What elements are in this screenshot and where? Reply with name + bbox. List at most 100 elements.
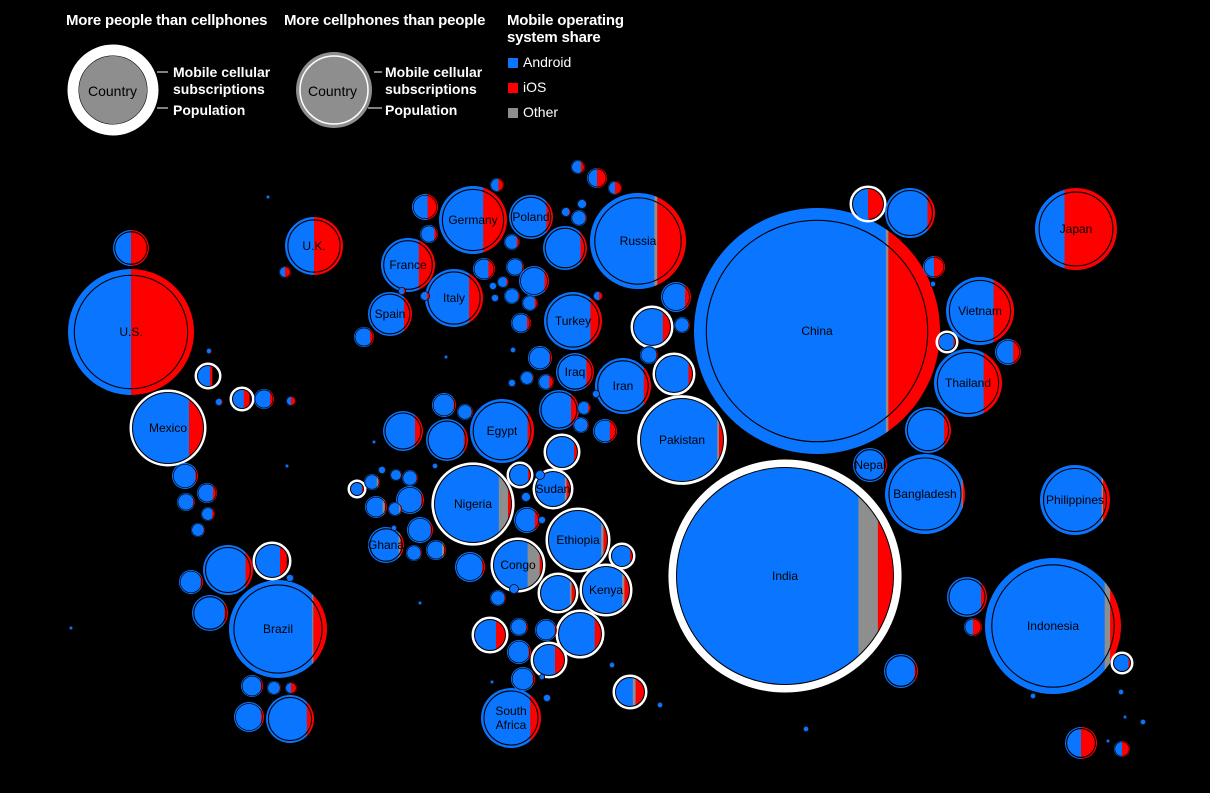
android-share-segment xyxy=(641,399,718,481)
population-ring xyxy=(802,725,810,733)
population-ring xyxy=(420,291,430,301)
android-share-segment xyxy=(514,507,536,533)
population-ring xyxy=(73,274,189,390)
population-ring xyxy=(471,616,509,654)
country-bubble xyxy=(347,479,367,499)
ios-share-segment xyxy=(657,193,686,289)
android-share-segment xyxy=(634,309,664,345)
android-share-segment xyxy=(616,678,634,706)
population-ring xyxy=(573,417,589,433)
android-share-segment xyxy=(520,371,533,385)
population-ring xyxy=(544,227,586,269)
country-bubble-nepal: Nepal xyxy=(853,448,887,482)
ios-share-segment xyxy=(306,695,314,743)
android-share-segment xyxy=(279,266,286,278)
country-bubble xyxy=(514,507,540,533)
population-ring xyxy=(640,346,658,364)
ios-share-segment xyxy=(213,483,217,503)
android-share-segment xyxy=(538,516,546,524)
android-share-segment xyxy=(133,393,190,463)
android-share-segment xyxy=(595,358,645,414)
legend-subscriptions-line-1: Mobile cellular xyxy=(173,64,271,80)
ios-share-segment xyxy=(609,419,617,443)
country-bubble xyxy=(995,339,1021,365)
legend-population-label: Population xyxy=(173,102,246,118)
country-bubble xyxy=(1110,651,1134,675)
android-share-segment xyxy=(544,292,591,350)
android-share-segment xyxy=(191,523,204,537)
ios-share-segment xyxy=(415,411,423,451)
android-share-segment xyxy=(435,466,500,542)
country-bubble xyxy=(412,194,438,220)
ios-share-segment xyxy=(718,399,723,481)
population-ring xyxy=(705,219,929,443)
android-share-segment xyxy=(69,626,73,630)
android-share-segment xyxy=(233,390,245,408)
ios-share-segment xyxy=(280,545,287,577)
country-bubble xyxy=(284,463,290,469)
country-bubble xyxy=(1122,714,1128,720)
android-share-segment xyxy=(203,545,246,595)
population-ring xyxy=(506,258,524,276)
country-bubble xyxy=(365,496,387,518)
population-ring xyxy=(520,267,548,295)
population-ring xyxy=(284,463,290,469)
android-share-segment xyxy=(571,160,582,174)
android-share-segment xyxy=(504,234,518,250)
android-share-segment xyxy=(519,266,545,296)
ios-share-segment xyxy=(868,189,883,219)
country-bubble-congo: Congo xyxy=(490,537,546,593)
population-ring xyxy=(369,293,411,335)
other-share-segment xyxy=(622,567,625,613)
country-bubble xyxy=(504,288,520,304)
country-bubble xyxy=(279,266,291,278)
country-bubble xyxy=(509,346,517,354)
population-ring xyxy=(472,401,532,461)
population-ring xyxy=(365,496,387,518)
legend-android-label: Android xyxy=(523,54,572,70)
ios-share-segment xyxy=(313,580,327,678)
android-share-segment xyxy=(402,470,417,486)
country-label: Poland xyxy=(512,210,549,224)
android-share-segment xyxy=(1140,719,1146,725)
ios-share-segment xyxy=(370,327,374,347)
country-label: Thailand xyxy=(945,376,991,390)
legend-population-label-2: Population xyxy=(385,102,458,118)
country-bubble-u-s-: U.S. xyxy=(68,269,194,395)
ios-share-segment xyxy=(927,188,935,238)
android-share-segment xyxy=(543,694,551,702)
country-bubble xyxy=(490,590,506,606)
android-share-segment xyxy=(229,580,313,678)
country-bubble xyxy=(432,393,456,417)
country-label: Nepal xyxy=(854,458,885,472)
population-ring xyxy=(490,590,506,606)
android-share-segment xyxy=(539,674,545,680)
ios-share-segment xyxy=(534,295,538,311)
legend-other-label: Other xyxy=(523,104,559,120)
ios-share-segment xyxy=(944,407,951,453)
country-bubble xyxy=(608,181,622,195)
population-ring xyxy=(594,197,682,285)
android-share-segment xyxy=(534,645,556,675)
android-share-segment xyxy=(964,618,974,636)
ios-share-segment xyxy=(210,366,213,386)
country-bubble xyxy=(113,230,149,266)
country-bubble xyxy=(674,317,690,333)
population-ring xyxy=(521,492,531,502)
country-bubble-japan: Japan xyxy=(1035,188,1117,270)
country-bubble xyxy=(443,354,449,360)
android-share-segment xyxy=(539,390,572,430)
country-bubble xyxy=(539,390,579,430)
population-ring xyxy=(597,360,649,412)
country-bubble xyxy=(543,694,551,702)
country-label: Italy xyxy=(443,291,465,305)
android-share-segment xyxy=(426,419,465,461)
country-bubble xyxy=(390,469,402,481)
population-ring xyxy=(286,396,296,406)
country-bubble xyxy=(506,258,524,276)
country-label: Brazil xyxy=(263,622,293,636)
population-ring xyxy=(637,395,727,485)
country-bubble xyxy=(592,390,600,398)
other-share-segment xyxy=(376,474,379,490)
ios-share-segment xyxy=(569,207,571,217)
